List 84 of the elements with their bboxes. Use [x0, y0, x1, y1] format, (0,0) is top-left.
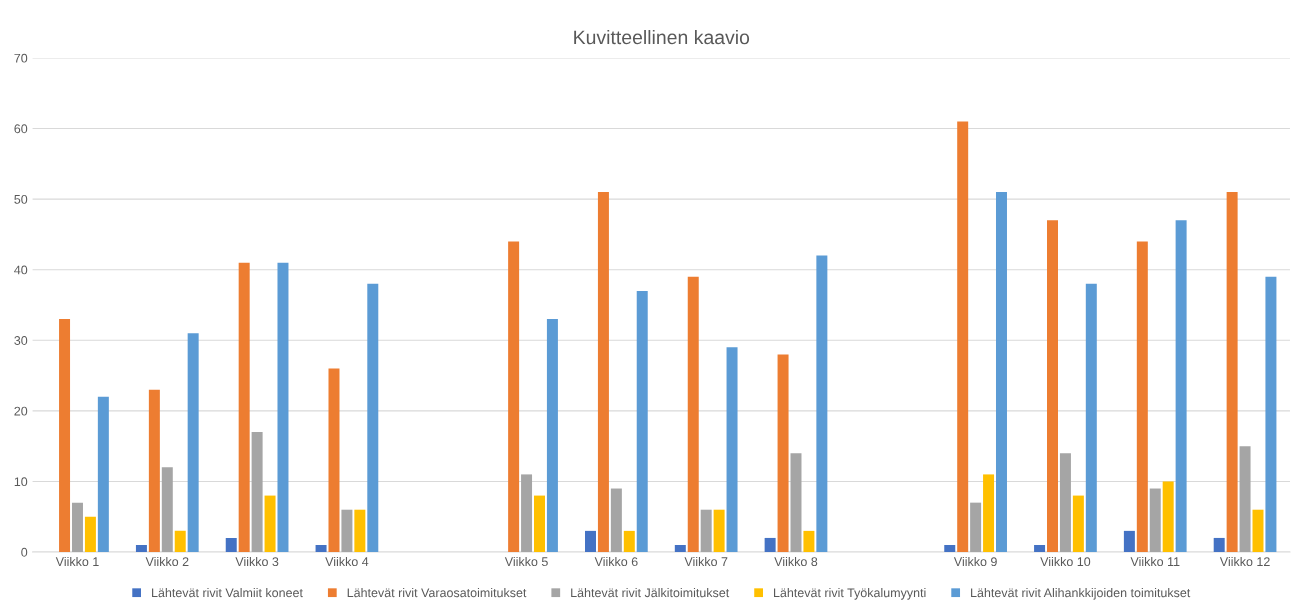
bar	[148, 389, 160, 553]
x-tick-label: Viikko 6	[594, 556, 638, 567]
x-tick-label: Viikko 3	[235, 556, 279, 567]
x-tick-label: Viikko 8	[774, 556, 818, 567]
bar	[1175, 220, 1187, 553]
bar	[585, 530, 596, 553]
bar	[328, 368, 340, 553]
bar	[238, 262, 250, 553]
y-tick-label: 30	[14, 336, 28, 345]
bar	[174, 530, 186, 553]
bar	[264, 495, 276, 553]
bar	[533, 495, 545, 553]
bar	[1123, 530, 1135, 553]
bar	[700, 509, 712, 553]
bar	[790, 453, 802, 553]
bar	[674, 544, 686, 553]
bar	[713, 509, 725, 553]
legend-label: Lähtevät rivit Jälkitoimitukset	[571, 588, 730, 598]
bar	[803, 530, 815, 553]
x-tick-label: Viikko 9	[953, 556, 997, 567]
bar	[777, 354, 789, 553]
y-tick-label: 10	[14, 477, 28, 487]
y-tick-label: 50	[14, 194, 28, 204]
bar	[726, 347, 738, 553]
bar	[546, 319, 558, 553]
bar	[1136, 241, 1148, 553]
bar	[623, 530, 635, 553]
bar	[1047, 220, 1058, 553]
bar	[816, 255, 828, 553]
bar	[161, 467, 173, 553]
x-tick-label: Viikko 5	[504, 556, 548, 567]
bar	[277, 262, 289, 553]
x-tick-label: Viikko 7	[684, 556, 728, 567]
bar	[1226, 192, 1238, 553]
y-tick-label: 70	[14, 53, 28, 63]
bar	[187, 333, 199, 553]
bar	[521, 474, 533, 553]
bar	[367, 283, 379, 553]
bar	[508, 241, 520, 553]
bar	[764, 537, 776, 553]
bar	[315, 544, 327, 553]
bar	[135, 544, 147, 553]
bar	[84, 516, 96, 553]
bar	[995, 192, 1007, 553]
legend-label: Lähtevät rivit Työkalumyynti	[774, 588, 926, 600]
x-tick-label: Viikko 4	[325, 556, 369, 567]
bar	[957, 121, 969, 553]
y-tick-label: 0	[21, 547, 28, 557]
bar	[97, 396, 109, 553]
x-tick-label: Viikko 10	[1040, 556, 1091, 567]
bar	[1072, 495, 1084, 553]
bar	[1239, 446, 1251, 553]
chart-title: Kuvitteellinen kaavio	[574, 29, 750, 45]
bar	[1034, 544, 1046, 553]
bar	[225, 537, 237, 553]
y-tick-label: 20	[14, 406, 28, 416]
bar	[1162, 481, 1174, 553]
bar	[1213, 537, 1225, 553]
bar	[59, 319, 71, 553]
bar	[251, 432, 263, 553]
bar	[1059, 453, 1071, 553]
x-tick-label: Viikko 1	[55, 556, 99, 567]
bar	[944, 544, 956, 553]
bar	[1085, 283, 1097, 553]
bar	[983, 474, 995, 553]
x-tick-label: Viikko 11	[1130, 556, 1180, 567]
bar	[354, 509, 366, 553]
y-tick-label: 40	[14, 265, 28, 275]
x-tick-label: Viikko 2	[145, 556, 189, 567]
legend-label: Lähtevät rivit Varaosatoimitukset	[347, 588, 527, 598]
legend-label: Lähtevät rivit Valmiit koneet	[152, 588, 303, 598]
y-tick-label: 60	[14, 124, 28, 134]
bar	[1149, 488, 1161, 553]
bar	[1265, 276, 1277, 553]
bar	[636, 290, 648, 553]
bar	[970, 502, 982, 553]
legend-label: Lähtevät rivit Alihankkijoiden toimitukset	[971, 588, 1191, 600]
bar	[687, 276, 699, 553]
bar	[610, 488, 622, 553]
bar	[71, 502, 83, 553]
bar	[597, 192, 609, 553]
bar	[341, 509, 353, 553]
bar	[1252, 509, 1264, 553]
x-tick-label: Viikko 12	[1219, 556, 1270, 567]
